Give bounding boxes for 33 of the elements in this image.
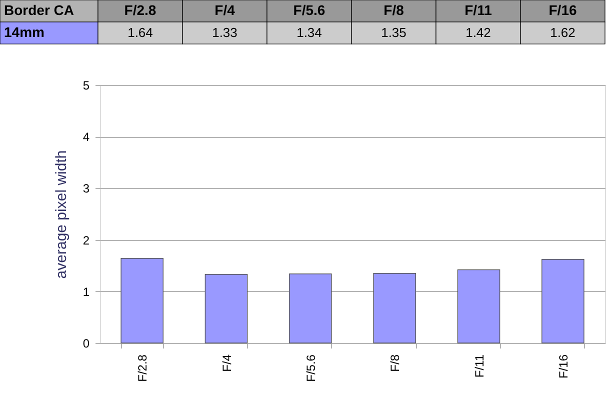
data-label: 1.33: [212, 25, 238, 40]
y-tick-label: 2: [82, 233, 90, 248]
y-tick-label: 5: [82, 78, 90, 92]
category-label: F/16: [548, 2, 577, 18]
category-label: F/4: [214, 2, 235, 18]
bar: [542, 259, 584, 344]
text: 14mm: [4, 24, 44, 40]
x-tick-label: F/4: [220, 354, 234, 372]
bar: [373, 272, 416, 344]
y-axis-title: average pixel width: [52, 150, 70, 279]
data-label: 1.62: [550, 25, 576, 40]
data-label: 1.42: [466, 25, 491, 40]
x-tick-label: F/16: [556, 354, 570, 379]
data-label: 1.64: [128, 25, 153, 40]
bar: [204, 274, 248, 344]
y-tick-label: 0: [82, 336, 90, 350]
bar: [120, 258, 164, 344]
chart-title: Border CA: [4, 2, 74, 18]
data-label: 1.35: [381, 25, 406, 40]
category-label: F/2.8: [124, 2, 156, 18]
data-label: 1.34: [296, 25, 322, 40]
bar: [457, 269, 500, 344]
category-label: F/8: [384, 2, 404, 18]
y-tick-label: 3: [82, 182, 90, 196]
x-tick-label: F/2.8: [136, 354, 150, 382]
category-label: F/5.6: [293, 2, 326, 18]
y-tick-label: 4: [82, 130, 90, 144]
y-tick-label: 1: [82, 284, 90, 299]
x-tick-label: F/8: [388, 354, 402, 372]
x-tick-label: F/5.6: [304, 354, 318, 382]
bar: [289, 274, 332, 344]
x-tick-label: F/11: [472, 354, 486, 378]
category-label: F/11: [464, 2, 492, 18]
